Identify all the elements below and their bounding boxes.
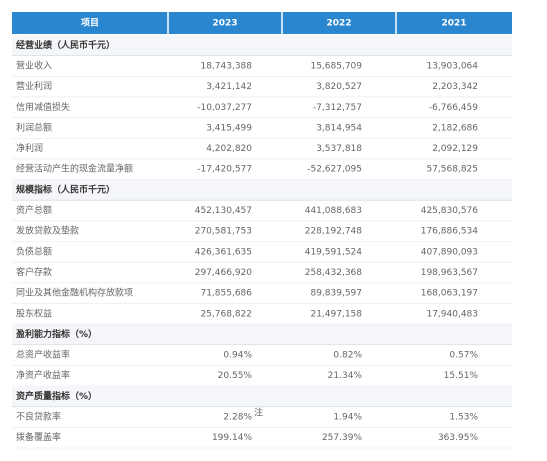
cell-value: 198,963,567 xyxy=(421,268,478,278)
cell-value: 0.82% xyxy=(333,351,362,361)
section-title: 资产质量指标（%） xyxy=(16,390,97,402)
section-title: 盈利能力指标（%） xyxy=(15,328,97,340)
cell-value: -52,627,095 xyxy=(307,165,362,175)
cell-value: 3,421,142 xyxy=(206,82,252,92)
section-row xyxy=(12,179,512,201)
cell-value: 2.28% xyxy=(223,413,252,423)
cell-value: 57,568,825 xyxy=(426,165,478,175)
cell-value: 15.51% xyxy=(444,371,479,381)
cell-value: 0.94% xyxy=(223,351,252,361)
cell-value: 2,092,129 xyxy=(432,144,478,154)
header-cell: 2021 xyxy=(441,19,466,29)
cell-value: 21,497,158 xyxy=(310,309,362,319)
section-title: 经营业绩（人民币千元） xyxy=(16,39,115,51)
row-label: 信用减值损失 xyxy=(16,101,70,113)
cell-value: 407,890,093 xyxy=(421,247,478,257)
row-label: 不良贷款率 xyxy=(16,411,61,423)
cell-value: 17,940,483 xyxy=(426,309,478,319)
cell-value: 71,855,686 xyxy=(200,289,252,299)
row-label: 同业及其他金融机构存放款项 xyxy=(16,287,133,299)
cell-value: 425,830,576 xyxy=(421,206,479,216)
cell-value: 297,466,920 xyxy=(195,268,253,278)
cell-value: 363.95% xyxy=(438,433,478,443)
cell-value: 3,814,954 xyxy=(316,123,362,133)
cell-value: 3,537,818 xyxy=(316,144,362,154)
section-row xyxy=(12,35,512,56)
section-row xyxy=(12,386,512,407)
cell-value: 4,202,820 xyxy=(206,144,252,154)
cell-value: 2,203,342 xyxy=(432,82,478,92)
row-label: 负债总额 xyxy=(16,245,52,257)
cell-value: 18,743,388 xyxy=(200,61,252,71)
cell-value: 176,886,534 xyxy=(421,227,479,237)
cell-value: 3,820,527 xyxy=(316,82,362,92)
row-label: 营业收入 xyxy=(16,59,52,71)
cell-value: 15,685,709 xyxy=(310,61,362,71)
row-label: 经营活动产生的现金流量净额 xyxy=(16,163,133,175)
row-label: 客户存款 xyxy=(16,266,52,278)
cell-value: 20.55% xyxy=(218,371,253,381)
row-label: 股东权益 xyxy=(16,307,52,319)
row-label: 净利润 xyxy=(16,142,43,154)
cell-value: 441,088,683 xyxy=(305,206,362,216)
cell-value: 25,768,822 xyxy=(200,309,252,319)
cell-value: -17,420,577 xyxy=(197,165,252,175)
header-cell: 项目 xyxy=(81,18,99,29)
cell-value: 21.34% xyxy=(328,371,363,381)
cell-value: 199.14% xyxy=(212,433,252,443)
row-label: 资产总额 xyxy=(16,204,52,216)
header-cell: 2022 xyxy=(326,19,351,29)
header-bar xyxy=(12,12,512,34)
cell-value: 89,839,597 xyxy=(310,289,362,299)
cell-value: 419,591,524 xyxy=(305,247,363,257)
row-label: 发放贷款及垫款 xyxy=(16,225,79,237)
row-label: 利润总额 xyxy=(16,121,52,133)
cell-value: -6,766,459 xyxy=(429,103,478,113)
section-row xyxy=(12,324,512,345)
cell-value: 270,581,753 xyxy=(195,227,252,237)
footnote-mark: 注 xyxy=(254,407,263,419)
cell-value: 228,192,748 xyxy=(305,227,363,237)
row-label: 净资产收益率 xyxy=(16,369,70,381)
cell-value: 452,130,457 xyxy=(195,206,252,216)
cell-value: 1.53% xyxy=(449,413,478,423)
cell-value: 3,415,499 xyxy=(206,123,252,133)
row-label: 营业利润 xyxy=(16,80,52,92)
cell-value: 2,182,686 xyxy=(432,123,478,133)
header-cell: 2023 xyxy=(212,19,237,29)
row-label: 拨备覆盖率 xyxy=(16,431,61,443)
cell-value: 168,063,197 xyxy=(421,289,478,299)
cell-value: 426,361,635 xyxy=(195,247,252,257)
cell-value: 258,432,368 xyxy=(305,268,363,278)
cell-value: -10,037,277 xyxy=(197,103,252,113)
cell-value: 257.39% xyxy=(322,433,362,443)
cell-value: -7,312,757 xyxy=(313,103,362,113)
cell-value: 13,903,064 xyxy=(426,61,478,71)
row-label: 总资产收益率 xyxy=(16,349,70,361)
cell-value: 0.57% xyxy=(449,351,478,361)
section-title: 规模指标（人民币千元） xyxy=(16,183,115,195)
cell-value: 1.94% xyxy=(333,413,362,423)
